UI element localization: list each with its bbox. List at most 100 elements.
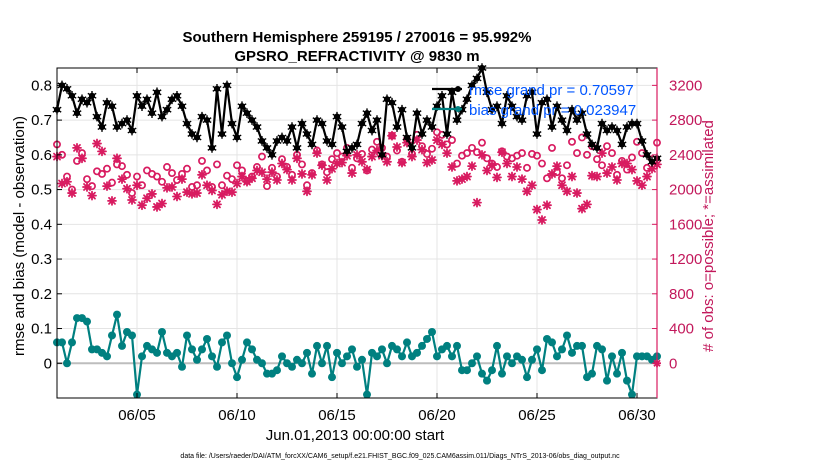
- assimilated-marker: [392, 142, 402, 152]
- bias-point: [248, 345, 256, 354]
- possible-marker: [583, 150, 591, 159]
- possible-marker: [233, 161, 241, 170]
- assimilated-marker: [232, 178, 242, 189]
- rmse-point-spoke: [577, 108, 587, 118]
- rmse-point-spoke: [257, 136, 267, 146]
- bias-point: [498, 369, 506, 378]
- assimilated-marker: [182, 187, 192, 198]
- possible-marker: [593, 155, 601, 164]
- left-y-tick-label: 0: [44, 355, 52, 372]
- rmse-point-spoke: [362, 108, 372, 118]
- rmse-point-spoke: [532, 129, 542, 139]
- assimilated-marker: [312, 148, 322, 159]
- possible-marker: [213, 160, 221, 169]
- rmse-point-spoke: [327, 139, 337, 150]
- assimilated-marker: [77, 153, 87, 164]
- assimilated-marker: [537, 215, 547, 225]
- rmse-point-spoke: [402, 132, 412, 143]
- rmse-point-spoke: [137, 101, 147, 112]
- bias-point: [233, 373, 241, 382]
- left-y-tick-label: 0.3: [31, 251, 52, 268]
- assimilated-marker: [107, 195, 117, 206]
- bias-point: [383, 359, 391, 368]
- possible-marker: [608, 149, 616, 158]
- bias-point: [523, 373, 531, 382]
- assimilated-marker: [337, 157, 347, 168]
- left-y-axis-label: rmse and bias (model - observation): [11, 116, 28, 356]
- possible-marker: [483, 154, 491, 163]
- possible-marker: [518, 149, 526, 158]
- possible-marker: [333, 149, 341, 158]
- bias-point: [238, 355, 246, 364]
- assimilated-marker: [327, 163, 337, 174]
- right-y-tick-label: 800: [669, 286, 694, 303]
- bias-point: [453, 341, 461, 350]
- bias-point: [83, 317, 91, 326]
- bias-point: [108, 331, 116, 340]
- rmse-point-spoke: [637, 136, 647, 146]
- assimilated-marker: [282, 164, 292, 175]
- rmse-point-spoke: [437, 90, 447, 101]
- rmse-point-spoke: [222, 80, 232, 91]
- left-y-tick-label: 0.2: [31, 286, 52, 303]
- assimilated-marker: [542, 200, 552, 211]
- possible-marker: [163, 163, 171, 171]
- bias-point: [333, 348, 341, 357]
- possible-marker: [478, 138, 486, 147]
- rmse-point-spoke: [152, 87, 162, 98]
- plot-background: [57, 68, 657, 398]
- bias-point: [118, 341, 126, 350]
- assimilated-marker: [272, 175, 282, 185]
- assimilated-marker: [192, 188, 202, 198]
- rmse-point-spoke: [297, 118, 307, 129]
- assimilated-marker: [572, 188, 582, 198]
- assimilated-marker: [597, 148, 607, 159]
- rmse-point-spoke: [82, 97, 92, 108]
- bias-point: [483, 376, 491, 385]
- rmse-point-spoke: [357, 118, 367, 129]
- rmse-point-spoke: [107, 101, 117, 112]
- assimilated-marker: [297, 169, 307, 179]
- assimilated-marker: [217, 189, 227, 200]
- assimilated-marker: [442, 148, 452, 159]
- rmse-point-spoke: [352, 139, 362, 150]
- assimilated-marker: [102, 181, 112, 192]
- rmse-point-spoke: [162, 104, 172, 115]
- bias-point: [153, 348, 161, 357]
- rmse-point-spoke: [267, 150, 277, 160]
- assimilated-marker: [642, 171, 652, 182]
- assimilated-marker: [577, 203, 587, 214]
- assimilated-marker: [127, 195, 137, 205]
- rmse-point-spoke: [452, 115, 462, 125]
- rmse-point-spoke: [192, 132, 202, 143]
- legend-layer: rmse grand pr = 0.70597 bias grand pr = 0…: [432, 82, 636, 119]
- assimilated-marker: [222, 186, 232, 197]
- bias-point: [558, 345, 566, 354]
- right-y-tick-label: 1600: [669, 216, 702, 233]
- rmse-point-spoke: [92, 111, 102, 122]
- legend-rmse-label: rmse grand pr = 0.70597: [469, 82, 634, 99]
- assimilated-marker: [247, 173, 257, 184]
- rmse-point-spoke: [517, 115, 527, 125]
- rmse-point-spoke: [307, 139, 317, 150]
- bias-point: [278, 352, 286, 361]
- assimilated-marker: [517, 174, 527, 185]
- rmse-point-spoke: [542, 94, 552, 105]
- rmse-point-spoke: [232, 132, 242, 143]
- assimilated-marker: [212, 199, 222, 210]
- bias-point: [398, 352, 406, 361]
- possible-marker: [628, 153, 636, 162]
- rmse-point-spoke: [332, 111, 342, 122]
- x-tick-label: 06/30: [618, 407, 656, 424]
- assimilated-marker: [567, 171, 577, 182]
- bias-point: [468, 359, 476, 368]
- assimilated-marker: [627, 164, 637, 175]
- rmse-point-spoke: [617, 139, 627, 150]
- assimilated-marker: [387, 130, 397, 141]
- assimilated-marker: [352, 149, 362, 160]
- bias-point: [538, 366, 546, 375]
- rmse-point-spoke: [182, 118, 192, 129]
- assimilated-marker: [437, 139, 447, 150]
- assimilated-marker: [322, 175, 332, 185]
